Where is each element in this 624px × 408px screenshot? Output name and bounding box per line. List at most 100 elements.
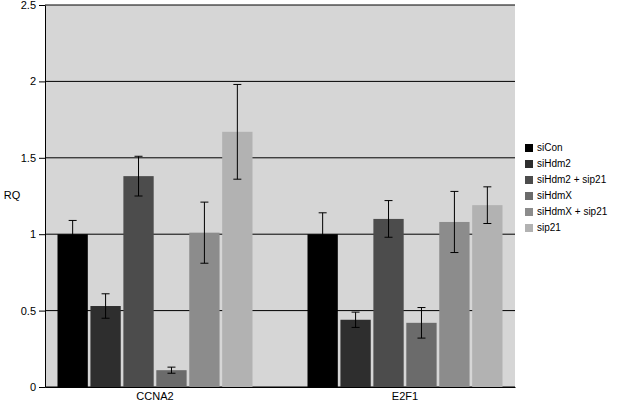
error-bar xyxy=(385,201,393,238)
grid-line xyxy=(45,5,515,6)
error-line xyxy=(233,179,241,180)
error-line xyxy=(72,220,73,248)
chart: 0 0.5 1 1.5 2 2.5 CCNA2 E2F1 RQ siCon siHdm2 siHdm2… xyxy=(0,0,624,408)
error-bar xyxy=(319,213,327,256)
tick: 1 xyxy=(30,228,45,240)
error-line xyxy=(135,156,143,157)
error-line xyxy=(483,223,491,224)
tick: CCNA2 xyxy=(136,387,173,402)
marks xyxy=(58,84,503,387)
legend-swatch xyxy=(525,176,533,184)
legend-label: siHdm2 + sip21 xyxy=(537,174,607,185)
error-line xyxy=(237,84,238,179)
legend-swatch xyxy=(525,160,533,168)
error-line xyxy=(417,338,425,339)
tick: 0.5 xyxy=(21,305,45,317)
axis-line xyxy=(46,387,516,388)
error-line xyxy=(135,196,143,197)
error-bar xyxy=(200,202,208,263)
grid-line xyxy=(45,81,515,82)
legend-item: siCon xyxy=(525,142,563,153)
error-bar xyxy=(167,367,175,373)
bar xyxy=(472,205,502,387)
tick-mark xyxy=(39,387,45,388)
tick-label: 1 xyxy=(30,228,36,240)
legend-item: siHdm2 + sip21 xyxy=(525,174,607,185)
axis-line xyxy=(45,6,46,388)
error-line xyxy=(200,263,208,264)
error-line xyxy=(233,84,241,85)
error-line xyxy=(385,200,393,201)
legend-label: siCon xyxy=(537,142,563,153)
bar xyxy=(373,219,403,387)
error-line xyxy=(171,367,172,373)
bar xyxy=(340,320,370,387)
tick-label: E2F1 xyxy=(392,390,418,402)
legend-item: siHdm2 xyxy=(525,158,571,169)
tick: 2 xyxy=(30,75,45,87)
legend-swatch xyxy=(525,224,533,232)
tick-mark xyxy=(39,5,45,6)
y-axis-title: RQ xyxy=(4,189,21,201)
error-line xyxy=(322,213,323,256)
error-bar xyxy=(102,294,110,318)
error-line xyxy=(450,252,458,253)
error-line xyxy=(352,312,360,313)
series xyxy=(58,213,338,387)
tick-mark xyxy=(39,81,45,82)
grid xyxy=(45,5,515,387)
error-line xyxy=(204,202,205,263)
plot: 0 0.5 1 1.5 2 2.5 CCNA2 E2F1 xyxy=(21,0,516,402)
bar xyxy=(123,176,153,387)
legend-item: siHdmX xyxy=(525,190,572,201)
error-line xyxy=(388,201,389,238)
legend-swatch xyxy=(525,192,533,200)
legend: siConsiHdm2siHdm2 + sip21siHdmXsiHdmX + … xyxy=(525,142,608,233)
error-line xyxy=(385,237,393,238)
tick-mark xyxy=(39,158,45,159)
tick-label: 0.5 xyxy=(21,305,36,317)
error-line xyxy=(167,373,175,374)
error-bar xyxy=(483,187,491,224)
error-bar xyxy=(69,220,77,248)
tick-label: 0 xyxy=(30,381,36,393)
tick-label: 2.5 xyxy=(21,0,36,11)
error-bar xyxy=(450,191,458,252)
tick: 0 xyxy=(30,381,45,393)
series xyxy=(123,156,403,387)
x-axis: CCNA2 E2F1 xyxy=(46,387,516,402)
error-bar xyxy=(352,312,360,327)
tick: 1.5 xyxy=(21,152,45,164)
tick-mark xyxy=(39,311,45,312)
error-line xyxy=(355,312,356,327)
error-line xyxy=(483,186,491,187)
tick-label: 1.5 xyxy=(21,152,36,164)
error-line xyxy=(319,255,327,256)
legend-swatch xyxy=(525,144,533,152)
series xyxy=(222,84,502,387)
error-line xyxy=(421,308,422,339)
legend-label: sip21 xyxy=(537,222,561,233)
error-line xyxy=(450,191,458,192)
tick: E2F1 xyxy=(392,387,418,402)
error-line xyxy=(454,191,455,252)
legend-label: siHdmX xyxy=(537,190,572,201)
error-line xyxy=(352,327,360,328)
legend-label: siHdm2 xyxy=(537,158,571,169)
y-axis: 0 0.5 1 1.5 2 2.5 xyxy=(21,0,46,393)
error-line xyxy=(105,294,106,318)
error-bar xyxy=(233,84,241,179)
grid-line xyxy=(45,157,515,158)
plot-background xyxy=(45,5,515,387)
tick-label: 2 xyxy=(30,75,36,87)
error-line xyxy=(167,367,175,368)
error-line xyxy=(319,212,327,213)
legend-swatch xyxy=(525,208,533,216)
error-line xyxy=(69,220,77,221)
error-bar xyxy=(135,156,143,196)
bar xyxy=(58,234,88,387)
error-line xyxy=(487,187,488,224)
legend-item: sip21 xyxy=(525,222,561,233)
error-line xyxy=(417,307,425,308)
error-line xyxy=(102,293,110,294)
